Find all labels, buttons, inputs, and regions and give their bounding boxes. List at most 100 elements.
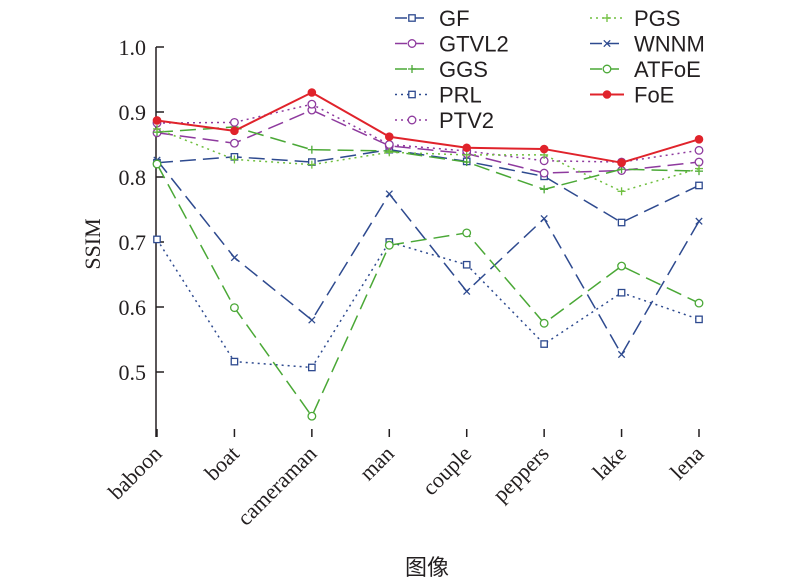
data-point-ptv2 (229, 117, 239, 127)
y-tick-label: 0.9 (119, 100, 147, 125)
data-point-wnnm-b (463, 287, 471, 296)
data-point-atfoe (384, 240, 394, 250)
data-point-atfoe (152, 159, 162, 169)
data-point-wnnm (540, 214, 548, 223)
data-point-wnnm (695, 217, 703, 225)
legend-item-foe: FoE (590, 83, 674, 108)
legend-item-prl: PRL (395, 83, 482, 108)
legend-swatch-marker (602, 64, 612, 74)
x-axis-title: 图像 (405, 555, 449, 580)
data-point-foe (307, 88, 317, 97)
legend-swatch-marker (408, 90, 416, 99)
x-tick-label: peppers (488, 441, 554, 507)
legend-label-gf: GF (439, 6, 470, 31)
legend-item-gf: GF (395, 6, 470, 31)
x-tick-label: couple (417, 441, 476, 500)
data-point-prl (462, 260, 471, 269)
data-point-prl (617, 288, 626, 297)
data-point-foe (539, 144, 549, 154)
legend-item-gtvl2: GTVL2 (395, 32, 509, 57)
data-point-prl (308, 363, 316, 372)
data-point-atfoe (229, 303, 239, 313)
series-pgs (153, 124, 703, 196)
data-point-wnnm-b (308, 316, 316, 324)
data-point-wnnm (463, 287, 471, 296)
legend-swatch-marker (408, 65, 416, 73)
series-foe (152, 88, 704, 167)
series-wnnm (153, 156, 703, 359)
y-tick-label: 0.8 (119, 165, 147, 190)
series-line-gf (156, 148, 700, 224)
legend-swatch-marker (603, 14, 611, 22)
data-point-ggs (307, 145, 316, 154)
legend-label-foe: FoE (634, 83, 674, 108)
data-point-gtvl2 (229, 138, 239, 148)
data-point-wnnm-b (230, 253, 239, 262)
legend-label-wnnm: WNNM (634, 32, 705, 57)
data-point-pgs (617, 187, 626, 196)
x-tick-label: baboon (103, 441, 166, 504)
data-point-wnnm-b (617, 350, 626, 359)
data-point-pgs (230, 155, 239, 164)
legend-swatch-marker (602, 90, 612, 99)
data-point-atfoe (462, 228, 472, 238)
series-layer (152, 88, 704, 421)
data-point-wnnm (385, 190, 393, 198)
legend-swatch-marker (407, 115, 417, 125)
legend-label-pgs: PGS (634, 6, 680, 31)
series-atfoe (152, 159, 704, 421)
data-point-prl (153, 235, 161, 244)
legend-label-ggs: GGS (439, 57, 488, 82)
y-tick-label: 1.0 (119, 35, 147, 60)
series-line-ggs (156, 126, 700, 191)
data-point-wnnm (617, 350, 626, 359)
data-point-prl (230, 357, 239, 366)
data-point-gtvl2 (539, 168, 549, 178)
legend-item-ptv2: PTV2 (395, 108, 494, 133)
series-line-gtvl2 (156, 109, 700, 174)
x-tick-label: cameraman (232, 441, 321, 530)
data-point-foe (694, 135, 704, 144)
data-point-foe (462, 143, 472, 153)
data-point-pgs (153, 124, 161, 133)
legend-swatch-marker (603, 39, 611, 48)
data-point-wnnm-b (695, 217, 703, 225)
data-point-gf (695, 181, 703, 190)
series-line-prl (156, 238, 700, 369)
data-point-gf (617, 218, 626, 227)
legend-swatch-marker-b (603, 39, 611, 48)
data-point-prl (540, 340, 548, 348)
data-point-prl (695, 315, 703, 324)
y-axis-title: SSIM (80, 218, 105, 269)
data-point-wnnm (308, 316, 316, 324)
data-point-foe (152, 116, 162, 125)
series-line-wnnm (156, 159, 700, 356)
data-point-wnnm-b (540, 214, 548, 223)
x-tick-label: lena (665, 441, 709, 485)
legend-item-atfoe: ATFoE (590, 57, 701, 82)
data-point-pgs (462, 150, 471, 159)
legend-item-wnnm: WNNM (590, 32, 705, 57)
series-line-ptv2 (156, 103, 700, 163)
data-point-atfoe (694, 298, 704, 308)
data-point-pgs (695, 164, 703, 173)
data-point-ptv2 (307, 99, 317, 109)
legend-label-gtvl2: GTVL2 (439, 32, 509, 57)
x-tick-label: boat (199, 441, 243, 485)
series-line-atfoe (156, 163, 700, 417)
legend-label-atfoe: ATFoE (634, 57, 701, 82)
data-point-atfoe (539, 318, 549, 328)
y-tick-label: 0.7 (119, 230, 147, 255)
data-point-ptv2 (694, 145, 704, 155)
data-point-pgs (307, 160, 316, 169)
data-point-ggs (462, 158, 471, 167)
data-point-wnnm-b (385, 190, 393, 198)
legend-item-ggs: GGS (395, 57, 488, 82)
legend-label-prl: PRL (439, 83, 482, 108)
data-point-foe (230, 126, 239, 136)
series-line-foe (156, 91, 700, 164)
legend-item-pgs: PGS (590, 6, 680, 31)
data-point-ptv2 (384, 140, 394, 149)
